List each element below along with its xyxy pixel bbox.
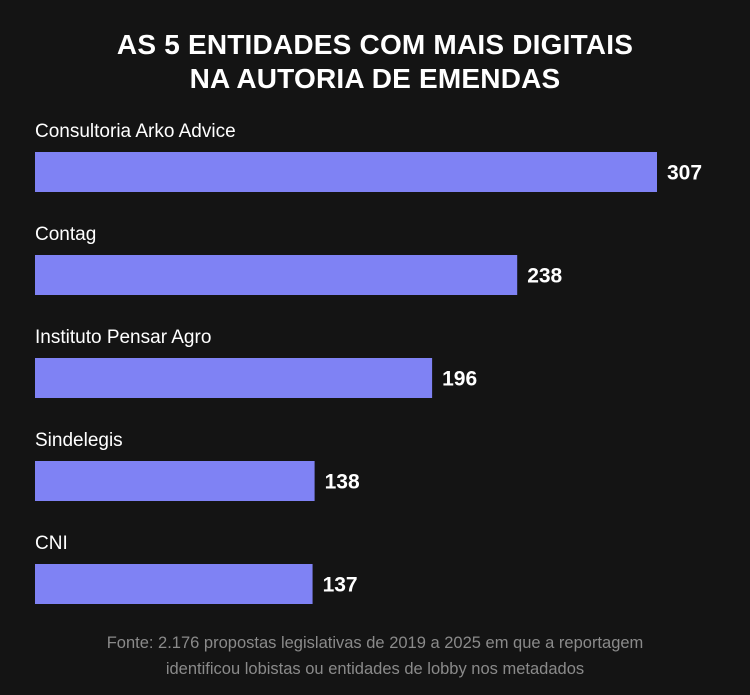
- bar: [35, 152, 657, 192]
- bar: [35, 461, 315, 501]
- bar: [35, 255, 518, 295]
- category-label: Sindelegis: [35, 430, 123, 451]
- bar: [35, 564, 313, 604]
- value-label: 307: [667, 162, 702, 185]
- source-note: Fonte: 2.176 propostas legislativas de 2…: [106, 634, 644, 678]
- value-label: 196: [442, 368, 477, 391]
- value-label: 238: [527, 265, 562, 288]
- category-label: Contag: [35, 224, 96, 245]
- value-label: 137: [323, 574, 358, 597]
- category-label: Instituto Pensar Agro: [35, 327, 211, 348]
- category-label: CNI: [35, 533, 68, 554]
- value-label: 138: [325, 471, 360, 494]
- category-label: Consultoria Arko Advice: [35, 121, 236, 142]
- bar: [35, 358, 433, 398]
- chart-title: AS 5 ENTIDADES COM MAIS DIGITAIS NA AUTO…: [116, 29, 634, 94]
